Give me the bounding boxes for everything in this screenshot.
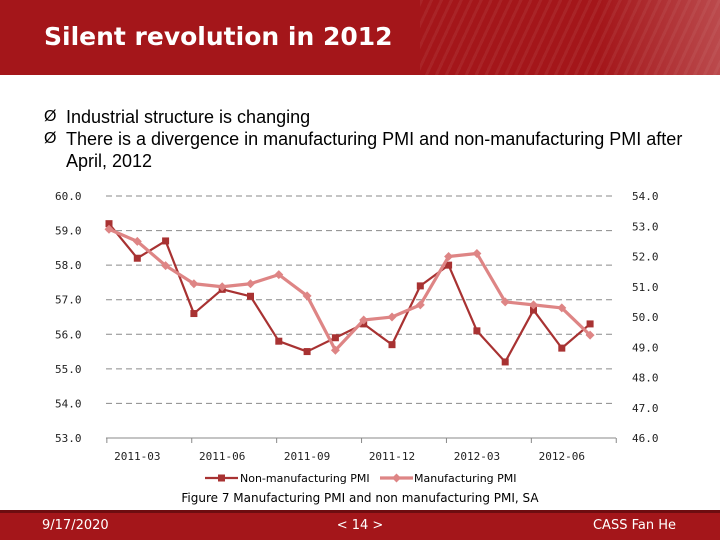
non-manufacturing-point	[190, 310, 198, 318]
footer-bar	[0, 510, 720, 540]
non-manufacturing-line	[108, 222, 591, 364]
non-manufacturing-point	[247, 292, 254, 300]
bullet-list: Ø Industrial structure is changing Ø The…	[44, 106, 704, 172]
y-right-tick-label: 52.0	[632, 251, 659, 264]
manufacturing-point	[274, 270, 284, 280]
manufacturing-point	[104, 224, 114, 234]
y-right-tick-label: 46.0	[632, 432, 659, 445]
title-bar-highlight	[600, 0, 720, 75]
non-manufacturing-point	[275, 337, 283, 345]
manufacturing-point	[585, 330, 595, 340]
y-right-tick-label: 50.0	[632, 311, 659, 324]
non-manufacturing-point	[331, 334, 339, 342]
non-manufacturing-point	[388, 341, 396, 349]
y-right-tick-label: 53.0	[632, 220, 659, 233]
bullet-text: Industrial structure is changing	[66, 107, 311, 127]
manufacturing-point	[246, 279, 255, 289]
non-manufacturing-point	[416, 282, 424, 290]
bullet-item: Ø Industrial structure is changing	[44, 106, 704, 128]
y-left-tick-label: 59.0	[55, 225, 82, 238]
legend-manufacturing-marker	[392, 473, 401, 483]
y-left-tick-label: 54.0	[55, 397, 82, 410]
y-right-tick-label: 51.0	[632, 281, 659, 294]
non-manufacturing-point	[586, 320, 594, 328]
x-tick-label: 2011-09	[284, 450, 330, 463]
y-left-tick-label: 53.0	[55, 432, 82, 445]
manufacturing-point	[472, 248, 482, 258]
footer-organization: CASS Fan He	[592, 518, 676, 533]
figure-caption: Figure 7 Manufacturing PMI and non manuf…	[181, 491, 539, 505]
non-manufacturing-point	[558, 344, 566, 352]
manufacturing-point	[500, 297, 510, 307]
manufacturing-point	[330, 345, 340, 355]
y-left-tick-label: 60.0	[55, 190, 82, 203]
bullet-item: Ø There is a divergence in manufacturing…	[44, 128, 704, 172]
non-manufacturing-point	[105, 220, 113, 228]
manufacturing-point	[529, 300, 538, 310]
footer-page-number: < 14 >	[336, 518, 384, 533]
legend-non-manufacturing-label: Non-manufacturing PMI	[240, 472, 370, 485]
legend-non-manufacturing-marker	[218, 474, 225, 482]
bullet-text: There is a divergence in manufacturing P…	[66, 129, 683, 171]
non-manufacturing-point	[133, 254, 141, 262]
manufacturing-point	[444, 252, 454, 261]
footer-top-rule	[0, 510, 720, 513]
manufacturing-point	[161, 261, 171, 271]
non-manufacturing-point	[162, 237, 170, 245]
arrow-bullet-icon: Ø	[44, 130, 57, 147]
non-manufacturing-point	[501, 358, 509, 366]
x-tick-label: 2011-12	[369, 450, 415, 463]
title-bar-pattern	[420, 0, 720, 75]
manufacturing-point	[132, 236, 142, 246]
y-left-tick-label: 55.0	[55, 363, 82, 376]
non-manufacturing-point	[473, 327, 481, 335]
x-tick-label: 2012-06	[539, 450, 585, 463]
y-right-tick-label: 47.0	[632, 402, 659, 415]
legend-manufacturing-label: Manufacturing PMI	[414, 472, 517, 485]
manufacturing-point	[302, 291, 312, 301]
slide-title: Silent revolution in 2012	[44, 22, 393, 51]
footer-date: 9/17/2020	[42, 518, 109, 533]
non-manufacturing-point	[530, 306, 537, 314]
manufacturing-point	[415, 300, 425, 310]
manufacturing-point	[359, 315, 369, 325]
arrow-bullet-icon: Ø	[44, 108, 57, 125]
y-left-tick-label: 57.0	[55, 294, 82, 307]
x-tick-label: 2011-06	[199, 450, 245, 463]
y-right-tick-label: 49.0	[632, 341, 659, 354]
manufacturing-point	[387, 312, 397, 322]
x-tick-label: 2012-03	[454, 450, 500, 463]
y-left-tick-label: 56.0	[55, 328, 82, 341]
manufacturing-line	[108, 227, 592, 352]
y-right-tick-label: 54.0	[632, 190, 659, 203]
x-tick-label: 2011-03	[114, 450, 160, 463]
non-manufacturing-point	[445, 261, 453, 269]
y-left-tick-label: 58.0	[55, 259, 82, 272]
title-bar	[0, 0, 720, 75]
y-right-tick-label: 48.0	[632, 372, 659, 385]
manufacturing-point	[557, 303, 567, 313]
non-manufacturing-point	[303, 348, 311, 356]
manufacturing-point	[217, 282, 227, 292]
manufacturing-point	[189, 279, 199, 289]
